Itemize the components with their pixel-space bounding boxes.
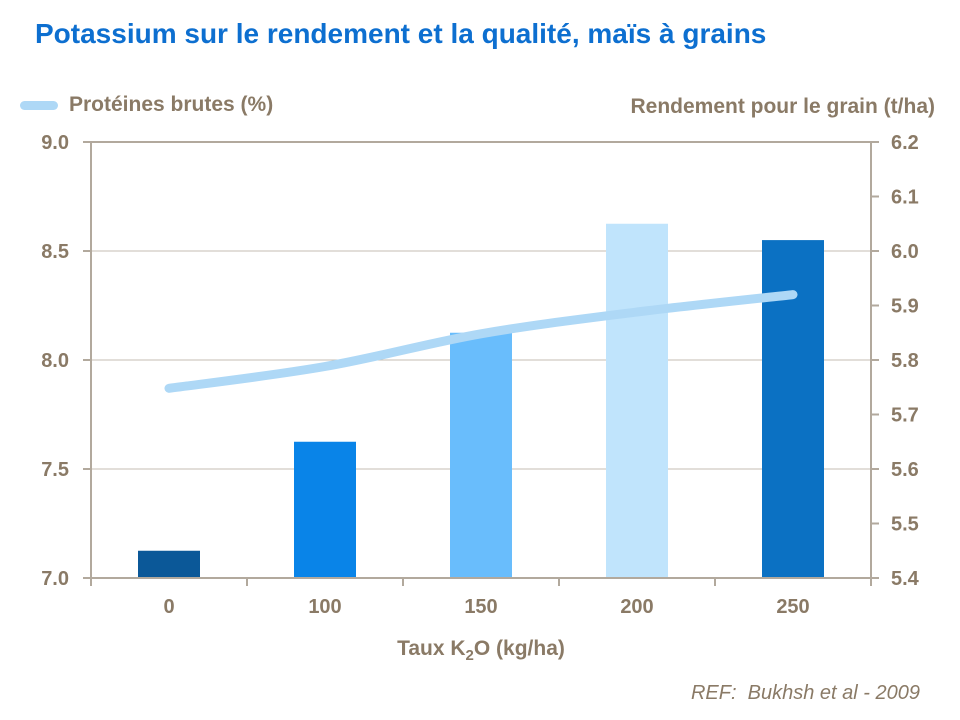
- reference-note: REF: Bukhsh et al - 2009: [690, 682, 920, 704]
- line-series-swatch-icon: [20, 100, 58, 110]
- right-axis-tick-label: 5.5: [891, 514, 919, 536]
- right-axis-tick-label: 5.9: [891, 296, 919, 318]
- bar-yield-0: [138, 550, 200, 578]
- x-axis-tick-label: 200: [620, 596, 653, 618]
- bar-yield-100: [294, 441, 356, 578]
- right-axis-tick-label: 5.6: [891, 459, 919, 481]
- bar-yield-200: [606, 223, 668, 578]
- x-axis-tick-label: 100: [308, 596, 341, 618]
- x-axis-title: Taux K2O (kg/ha): [91, 637, 871, 664]
- right-axis-tick-label: 5.8: [891, 350, 919, 372]
- left-axis-tick-label: 9.0: [41, 132, 69, 154]
- protein-line: [164, 290, 798, 393]
- left-axis-tick-label: 7.0: [41, 568, 69, 590]
- x-axis-tick-label: 150: [464, 596, 497, 618]
- line-series-label: Protéines brutes (%): [69, 93, 274, 116]
- legend: Protéines brutes (%): [20, 93, 273, 117]
- bar-yield-150: [450, 332, 512, 578]
- left-axis-tick-label: 7.5: [41, 459, 69, 481]
- right-axis-tick-label: 6.1: [891, 187, 919, 209]
- x-axis-tick-label: 0: [163, 596, 174, 618]
- right-axis-tick-label: 6.0: [891, 241, 919, 263]
- right-axis-tick-label: 5.4: [891, 568, 920, 590]
- right-axis-tick-label: 5.7: [891, 405, 919, 427]
- left-axis-tick-label: 8.0: [41, 350, 69, 372]
- x-axis-tick-label: 250: [776, 596, 809, 618]
- x-axis-title-pre: Taux K: [397, 637, 466, 660]
- x-axis-title-sub: 2: [465, 647, 474, 665]
- right-axis-title: Rendement pour le grain (t/ha): [630, 95, 935, 118]
- page-title: Potassium sur le rendement et la qualité…: [35, 18, 767, 49]
- right-axis-tick-label: 6.2: [891, 132, 919, 154]
- left-axis-tick-label: 8.5: [41, 241, 69, 263]
- x-axis-title-post: O (kg/ha): [473, 637, 565, 660]
